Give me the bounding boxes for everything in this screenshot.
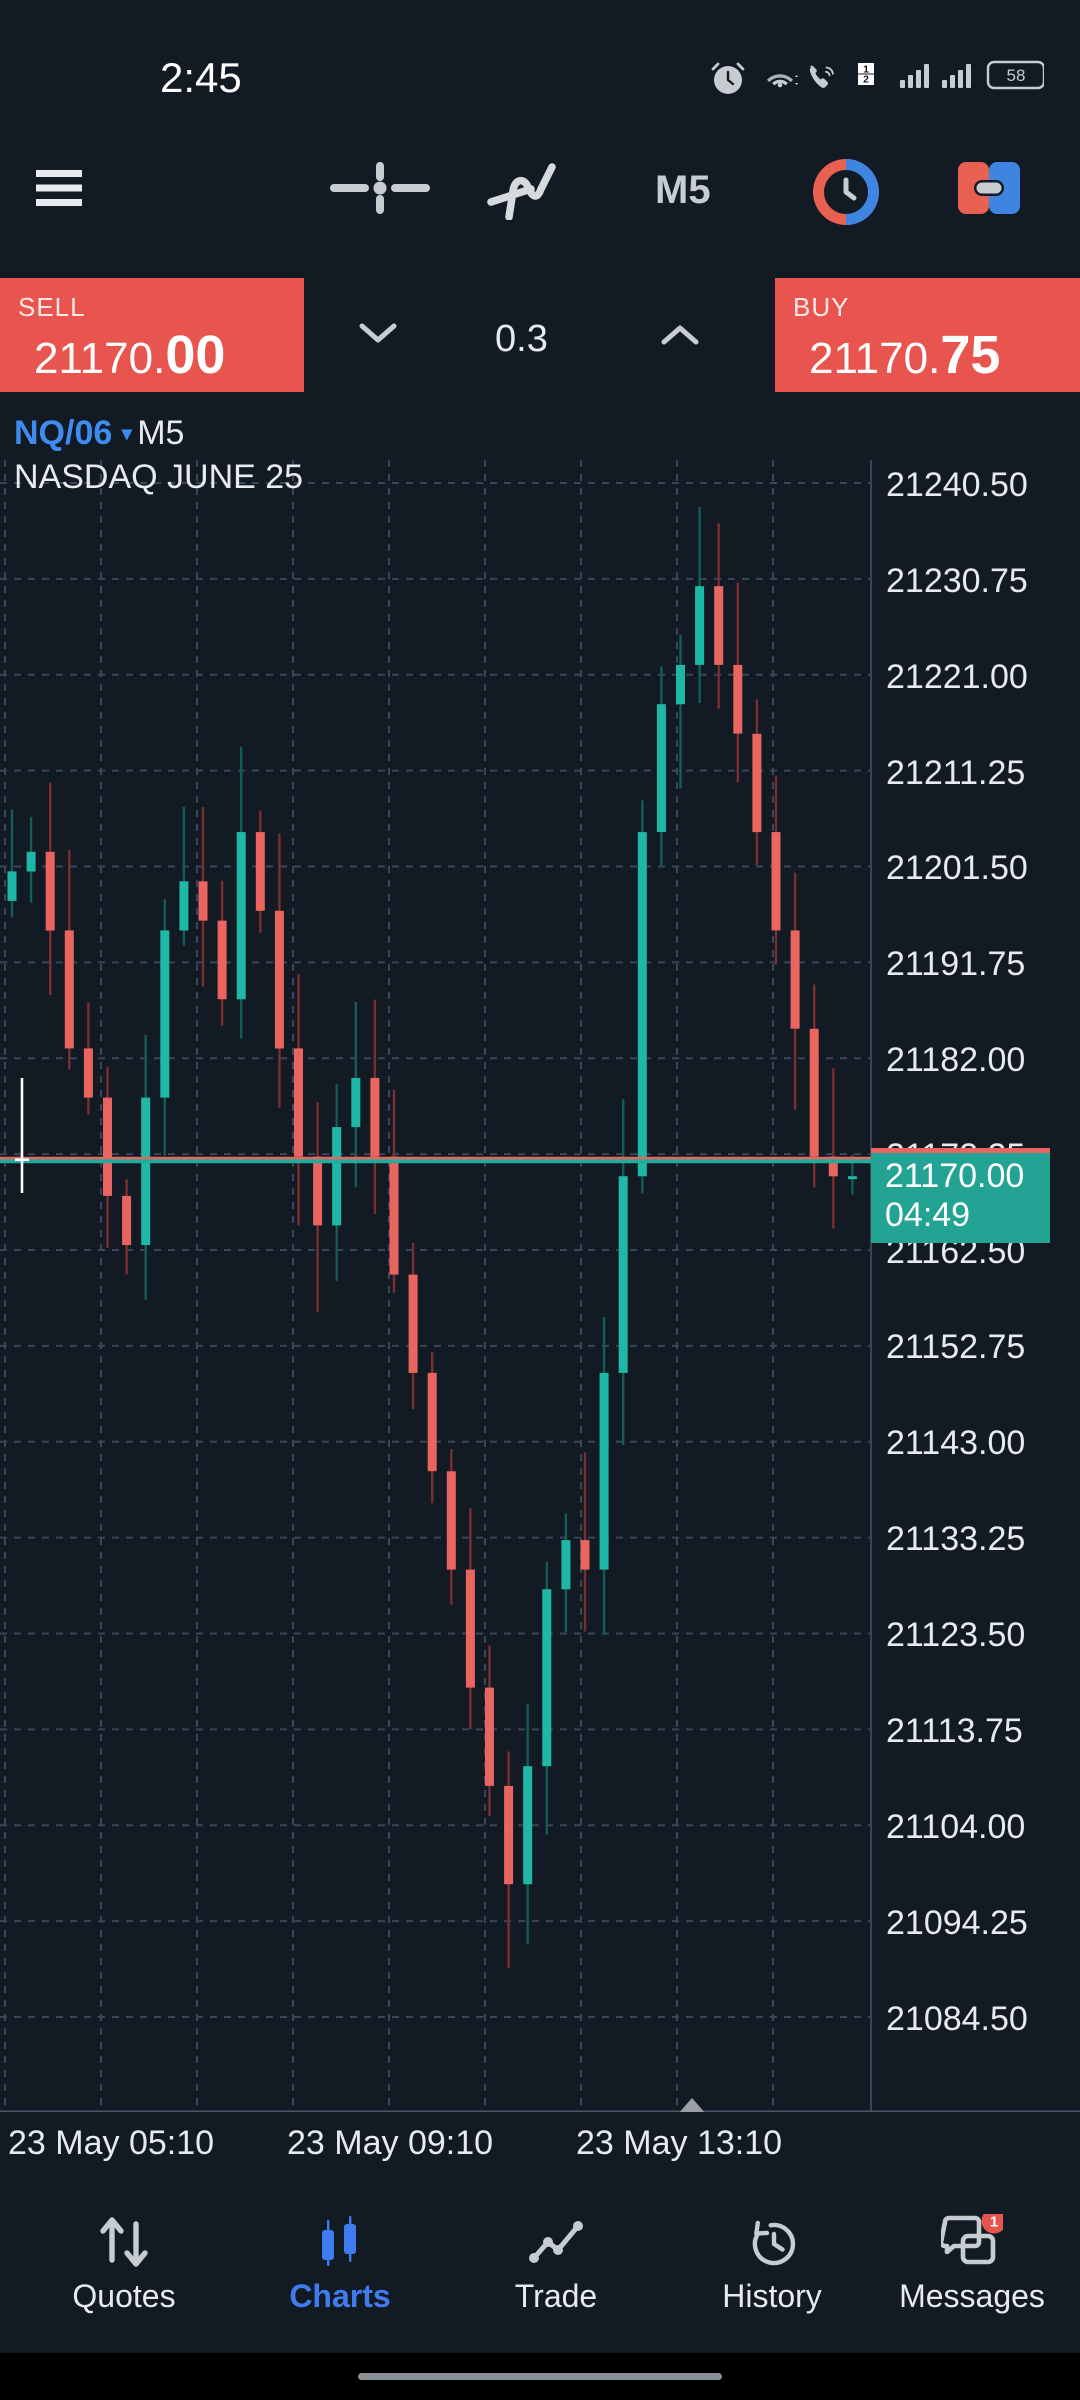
svg-text:2: 2 [863,74,869,86]
svg-text:1: 1 [990,2214,998,2231]
svg-text:58: 58 [1007,66,1026,85]
